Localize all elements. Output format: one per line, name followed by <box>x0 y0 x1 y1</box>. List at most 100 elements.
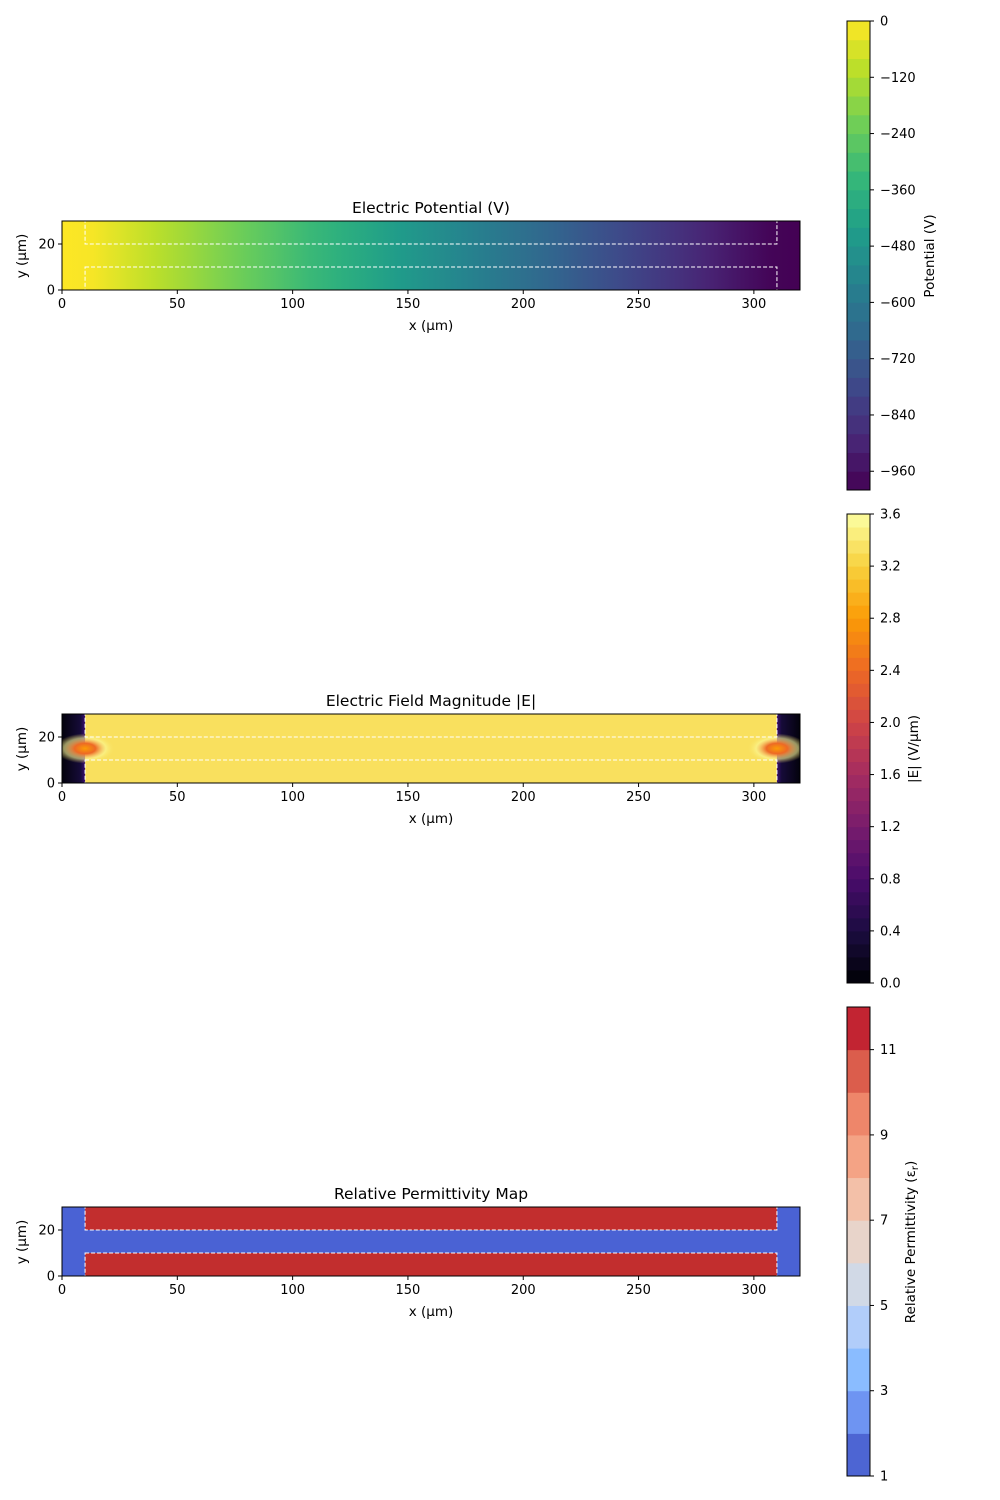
colorbar-band <box>847 592 870 606</box>
colorbar-band <box>847 246 870 266</box>
x-tick-label: 250 <box>626 790 651 805</box>
x-tick-label: 300 <box>741 297 766 312</box>
colorbar-band <box>847 39 870 60</box>
y-tick-label: 0 <box>47 777 55 792</box>
x-tick-label: 250 <box>626 1283 651 1298</box>
colorbar-band <box>847 631 870 645</box>
y-axis-ticks: 0 20 <box>38 731 62 792</box>
x-tick-label: 150 <box>396 790 421 805</box>
colorbar-band <box>847 189 870 210</box>
permittivity-heatmap <box>62 1207 800 1276</box>
colorbar-tick-label: 1.2 <box>880 820 901 835</box>
x-tick-label: 300 <box>741 790 766 805</box>
colorbar-tick-label: 0 <box>880 15 888 30</box>
x-tick-label: 0 <box>58 790 66 805</box>
colorbar-band <box>847 540 870 554</box>
field-hotspot <box>62 733 116 764</box>
plot-frame <box>61 1206 801 1277</box>
colorbar-band <box>847 1092 870 1136</box>
permittivity-panel: Relative Permittivity Map 0 50 100 150 200 25… <box>14 1006 921 1485</box>
field-heatmap <box>62 714 800 783</box>
field-colorbar: 0.0 0.4 0.8 1.2 1.6 2.0 2.4 2.8 3.2 3.6 <box>846 508 901 992</box>
permittivity-region-upper-dielectric <box>85 1207 777 1230</box>
colorbar-label: |E| (V/μm) <box>906 715 922 783</box>
colorbar-tick-label: −480 <box>880 240 916 255</box>
colorbar-band <box>847 1177 870 1221</box>
x-axis-ticks: 0 50 100 150 200 250 300 <box>58 1276 766 1298</box>
colorbar-band <box>847 709 870 723</box>
colorbar-band <box>847 339 870 360</box>
colorbar-tick-label: 2.8 <box>880 612 901 627</box>
colorbar-band <box>847 553 870 567</box>
colorbar-tick-label: 2.4 <box>880 664 901 679</box>
region-outline-lower-dielectric <box>84 759 778 784</box>
colorbar-band <box>847 264 870 285</box>
colorbar-band <box>847 670 870 684</box>
colorbar-band <box>847 433 870 453</box>
colorbar-band <box>847 605 870 619</box>
x-axis-label: x (μm) <box>409 1304 454 1320</box>
colorbar-band <box>847 58 870 78</box>
colorbar-tick-label: −120 <box>880 71 916 86</box>
colorbar-band <box>847 800 870 815</box>
permittivity-colorbar: 1 3 5 7 9 11 <box>846 1006 897 1485</box>
colorbar-band <box>847 1390 870 1434</box>
x-axis-label: x (μm) <box>409 811 454 827</box>
colorbar-band <box>847 774 870 789</box>
x-axis-ticks: 0 50 100 150 200 250 300 <box>58 783 766 805</box>
colorbar-band <box>847 114 870 135</box>
colorbar-band <box>847 618 870 632</box>
y-axis-ticks: 0 20 <box>38 238 62 299</box>
colorbar-band <box>847 1262 870 1306</box>
colorbar-band <box>847 471 870 491</box>
colorbar-label-subscript: r <box>910 1165 921 1170</box>
colorbar-tick-label: −720 <box>880 352 916 367</box>
colorbar-frame <box>846 20 871 491</box>
colorbar-label-close: ) <box>903 1161 919 1166</box>
colorbar-band <box>847 377 870 397</box>
colorbar-tick-label: 11 <box>880 1043 897 1058</box>
x-tick-label: 50 <box>169 297 186 312</box>
colorbar-tick-label: −960 <box>880 465 916 480</box>
colorbar-band <box>847 77 870 97</box>
y-tick-label: 20 <box>38 1224 55 1239</box>
colorbar-tick-label: 3.6 <box>880 508 901 523</box>
x-axis-ticks: 0 50 100 150 200 250 300 <box>58 290 766 312</box>
field-hotspot <box>746 733 800 764</box>
potential-field <box>62 221 800 290</box>
colorbar-band <box>847 358 870 378</box>
colorbar-band <box>847 761 870 776</box>
colorbar-band <box>847 527 870 541</box>
colorbar-tick-label: 0.4 <box>880 924 901 939</box>
colorbar-band <box>847 1305 870 1349</box>
y-tick-label: 0 <box>47 1270 55 1285</box>
colorbar-band <box>847 852 870 867</box>
y-tick-label: 20 <box>38 238 55 253</box>
colorbar-tick-label: 0.8 <box>880 872 901 887</box>
x-axis-label: x (μm) <box>409 318 454 334</box>
x-tick-label: 200 <box>511 790 536 805</box>
colorbar-frame <box>846 1006 871 1477</box>
colorbar-frame <box>846 513 871 984</box>
colorbar-tick-label: −360 <box>880 183 916 198</box>
x-tick-label: 150 <box>396 297 421 312</box>
colorbar-band <box>847 452 870 472</box>
colorbar-band <box>847 644 870 658</box>
region-outline-lower-dielectric <box>84 1252 778 1277</box>
colorbar-tick-label: 1 <box>880 1470 888 1485</box>
colorbar-band <box>847 904 870 919</box>
colorbar-band <box>847 414 870 435</box>
colorbar-band <box>847 21 870 41</box>
colorbar-band <box>847 302 870 322</box>
colorbar-band <box>847 396 870 416</box>
colorbar-band <box>847 227 870 247</box>
colorbar-band <box>847 171 870 191</box>
colorbar-band <box>847 696 870 710</box>
colorbar-band <box>847 748 870 763</box>
colorbar-band <box>847 735 870 749</box>
colorbar-band <box>847 133 870 153</box>
colorbar-tick-label: 9 <box>880 1128 888 1143</box>
colorbar-band <box>847 1049 870 1093</box>
colorbar-band <box>847 1134 870 1179</box>
potential-panel: Electric Potential (V) 0 50 100 150 200 250 30… <box>14 15 938 491</box>
